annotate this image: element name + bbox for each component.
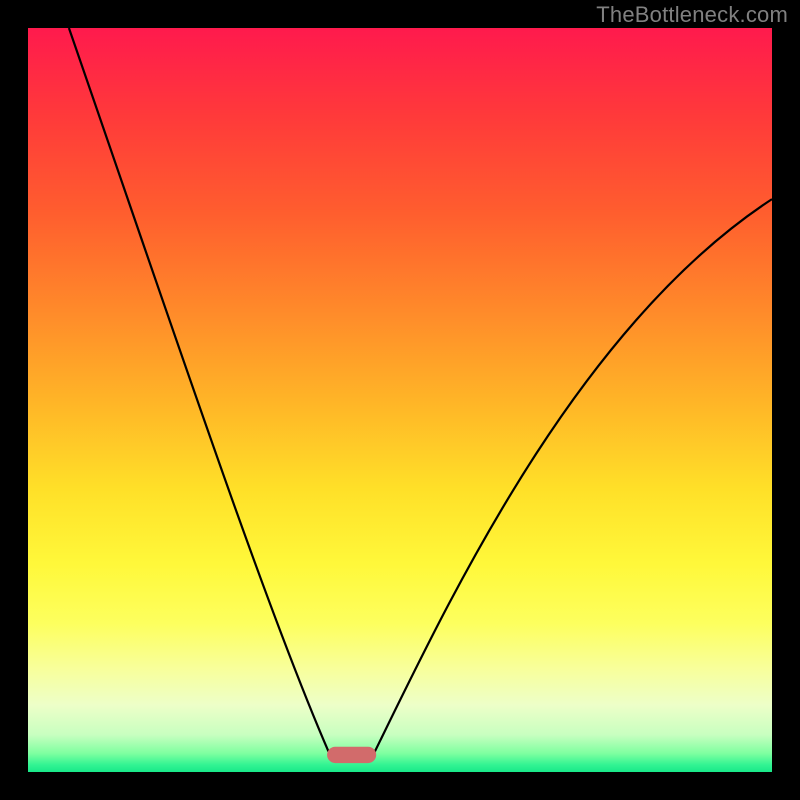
chart-container: TheBottleneck.com bbox=[0, 0, 800, 800]
plot-background bbox=[28, 28, 772, 772]
bottleneck-chart bbox=[0, 0, 800, 800]
watermark-text: TheBottleneck.com bbox=[596, 2, 788, 28]
optimal-point-marker bbox=[327, 747, 376, 763]
